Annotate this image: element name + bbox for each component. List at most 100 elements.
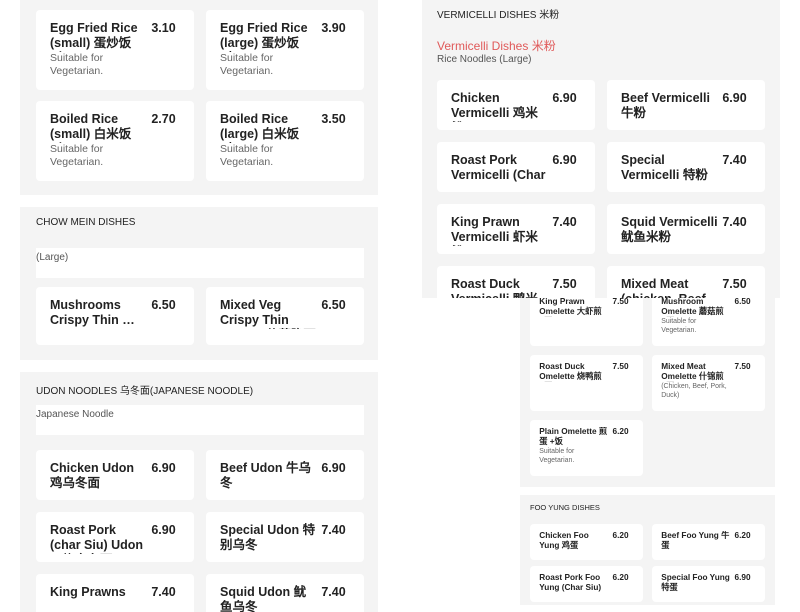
- item-price: 6.50: [734, 298, 751, 307]
- item-name: Roast Pork Vermicelli (Char …: [451, 153, 546, 184]
- section-subtitle: Vermicelli Dishes 米粉: [437, 39, 556, 53]
- menu-item-card[interactable]: Mushrooms Crispy Thin … 6.50: [36, 287, 194, 345]
- item-price: 7.40: [722, 215, 747, 229]
- item-price: 7.40: [151, 585, 176, 599]
- menu-item-card[interactable]: Boiled Rice (small) 白米饭(小) 2.70 Suitable f…: [36, 101, 194, 181]
- section-note: Japanese Noodle: [36, 409, 114, 420]
- menu-item-card[interactable]: Beef Udon 牛乌冬 6.90: [206, 450, 364, 500]
- menu-item-card[interactable]: Roast Pork Vermicelli (Char … 6.90: [437, 142, 595, 192]
- item-name: Plain Omelette 煎蛋 +饭: [539, 427, 608, 447]
- item-name: Squid Vermicelli 鱿鱼米粉: [621, 215, 718, 244]
- section-panel: Egg Fried Rice (small) 蛋炒饭(小) 3.10 Suitabl…: [20, 0, 378, 195]
- menu-item-card[interactable]: Squid Udon 鱿鱼乌冬 7.40: [206, 574, 364, 612]
- section-title: FOO YUNG DISHES: [530, 503, 600, 512]
- item-price: 3.10: [151, 21, 176, 35]
- item-name: Roast Pork (char Siu) Udon 叉烧乌冬面: [50, 523, 144, 554]
- section-panel: King Prawn Omelette 大虾煎+蛋 7.50 Mushroom Om…: [520, 298, 775, 487]
- item-price: 7.40: [722, 153, 747, 167]
- item-price: 7.50: [734, 362, 751, 372]
- item-price: 6.90: [151, 523, 176, 537]
- menu-item-card[interactable]: Egg Fried Rice (small) 蛋炒饭(小) 3.10 Suitabl…: [36, 10, 194, 90]
- item-note: Suitable for Vegetarian.: [50, 52, 104, 78]
- item-name: Special Vermicelli 特粉: [621, 153, 708, 182]
- item-price: 7.50: [722, 277, 747, 291]
- item-name: Mixed Meat (chicken, Beef: [621, 277, 706, 298]
- menu-item-card[interactable]: Roast Duck Omelette 烧鸭煎+蛋 7.50: [530, 355, 643, 411]
- item-price: 6.90: [722, 91, 747, 105]
- item-price: 7.50: [612, 298, 629, 307]
- panel-clip: CHOW MEIN DISHES (Large) Mushrooms Crispy …: [18, 207, 380, 360]
- item-price: 3.90: [321, 21, 346, 35]
- item-name: Mixed Veg Crispy Thin Noodle 什菜脆面: [220, 298, 316, 329]
- item-price: 6.20: [612, 573, 629, 583]
- item-name: King Prawns: [50, 585, 126, 599]
- item-price: 3.50: [321, 112, 346, 126]
- item-name: Chicken Foo Yung 鸡蛋: [539, 531, 589, 551]
- item-name: Chicken Udon 鸡乌冬面: [50, 461, 135, 490]
- section-panel: FOO YUNG DISHES Chicken Foo Yung 鸡蛋 6.20 Be…: [520, 495, 775, 605]
- item-name: Roast Duck Omelette 烧鸭煎+蛋: [539, 362, 602, 382]
- menu-item-card[interactable]: Special Udon 特别乌冬 7.40: [206, 512, 364, 562]
- item-note: Suitable for Vegetarian.: [539, 447, 575, 464]
- section-title: UDON NOODLES 乌冬面(JAPANESE NOODLE): [36, 386, 254, 397]
- item-name: Mixed Meat Omelette 什锦煎+蛋: [661, 362, 724, 382]
- menu-item-card[interactable]: Roast Pork (char Siu) Udon 叉烧乌冬面 6.90: [36, 512, 194, 562]
- section-title: CHOW MEIN DISHES: [36, 217, 136, 228]
- item-name: Beef Vermicelli 牛粉: [621, 91, 710, 120]
- item-price: 6.20: [612, 427, 629, 437]
- item-name: Boiled Rice (small) 白米饭(小): [50, 112, 132, 143]
- menu-item-card[interactable]: Chicken Vermicelli 鸡米粉 6.90: [437, 80, 595, 130]
- menu-item-card[interactable]: Mixed Veg Crispy Thin Noodle 什菜脆面 6.50: [206, 287, 364, 345]
- panel-clip: Egg Fried Rice (small) 蛋炒饭(小) 3.10 Suitabl…: [18, 0, 380, 195]
- item-price: 7.50: [552, 277, 577, 291]
- section-note: Rice Noodles (Large): [437, 54, 532, 65]
- item-name: Egg Fried Rice (large) 蛋炒饭(大): [220, 21, 308, 52]
- item-price: 7.40: [552, 215, 577, 229]
- item-name: Special Udon 特别乌冬: [220, 523, 316, 552]
- item-price: 6.50: [151, 298, 176, 312]
- menu-item-card[interactable]: Roast Duck Vermicelli 鸭米粉 7.50: [437, 266, 595, 298]
- section-note-band: Japanese Noodle: [36, 405, 364, 435]
- menu-item-card[interactable]: King Prawn Omelette 大虾煎+蛋 7.50: [530, 298, 643, 346]
- item-price: 7.40: [321, 585, 346, 599]
- item-note: Suitable for Vegetarian.: [220, 52, 274, 78]
- menu-item-card[interactable]: Egg Fried Rice (large) 蛋炒饭(大) 3.90 Suitabl…: [206, 10, 364, 90]
- item-note: Suitable for Vegetarian.: [50, 143, 104, 169]
- menu-item-card[interactable]: Beef Foo Yung 牛蛋 6.20: [652, 524, 765, 560]
- item-name: Roast Duck Vermicelli 鸭米粉: [451, 277, 538, 298]
- item-price: 7.50: [612, 362, 629, 372]
- section-title: VERMICELLI DISHES 米粉: [437, 10, 560, 21]
- panel-clip: FOO YUNG DISHES Chicken Foo Yung 鸡蛋 6.20 Be…: [518, 495, 777, 605]
- section-note-band: (Large): [36, 248, 364, 278]
- item-price: 6.20: [612, 531, 629, 541]
- item-name: Beef Udon 牛乌冬: [220, 461, 311, 490]
- menu-item-card[interactable]: Special Foo Yung 特蛋 6.90: [652, 566, 765, 602]
- menu-item-card[interactable]: Boiled Rice (large) 白米饭(大) 3.50 Suitable f…: [206, 101, 364, 181]
- menu-item-card[interactable]: King Prawns 7.40: [36, 574, 194, 612]
- item-note: (Chicken, Beef, Pork, Duck): [661, 382, 727, 399]
- item-name: Special Foo Yung 特蛋: [661, 573, 730, 593]
- item-name: Roast Pork Foo Yung (Char Siu) …: [539, 573, 602, 593]
- item-name: Mushrooms Crispy Thin …: [50, 298, 135, 327]
- menu-item-card[interactable]: Beef Vermicelli 牛粉 6.90: [607, 80, 765, 130]
- menu-item-card[interactable]: Chicken Udon 鸡乌冬面 6.90: [36, 450, 194, 500]
- section-panel: CHOW MEIN DISHES (Large) Mushrooms Crispy …: [20, 207, 378, 360]
- menu-item-card[interactable]: King Prawn Vermicelli 虾米粉 7.40: [437, 204, 595, 254]
- panel-clip: King Prawn Omelette 大虾煎+蛋 7.50 Mushroom Om…: [518, 298, 777, 487]
- section-note: (Large): [36, 252, 69, 263]
- menu-item-card[interactable]: Mushroom Omelette 蘑菇煎+蛋 6.50 Suitable for …: [652, 298, 765, 346]
- menu-item-card[interactable]: Mixed Meat Omelette 什锦煎+蛋 7.50 (Chicken, B…: [652, 355, 765, 411]
- item-name: Egg Fried Rice (small) 蛋炒饭(小): [50, 21, 138, 52]
- item-note: Suitable for Vegetarian.: [220, 143, 274, 169]
- item-price: 6.90: [552, 153, 577, 167]
- menu-item-card[interactable]: Roast Pork Foo Yung (Char Siu) … 6.20: [530, 566, 643, 602]
- item-name: Chicken Vermicelli 鸡米粉: [451, 91, 538, 122]
- menu-item-card[interactable]: Chicken Foo Yung 鸡蛋 6.20: [530, 524, 643, 560]
- section-panel: UDON NOODLES 乌冬面(JAPANESE NOODLE) Japanes…: [20, 372, 378, 612]
- menu-item-card[interactable]: Squid Vermicelli 鱿鱼米粉 7.40: [607, 204, 765, 254]
- item-note: Suitable for Vegetarian.: [661, 317, 697, 334]
- menu-item-card[interactable]: Mixed Meat (chicken, Beef 7.50: [607, 266, 765, 298]
- menu-item-card[interactable]: Plain Omelette 煎蛋 +饭 6.20 Suitable for Veg…: [530, 420, 643, 476]
- menu-item-card[interactable]: Special Vermicelli 特粉 7.40: [607, 142, 765, 192]
